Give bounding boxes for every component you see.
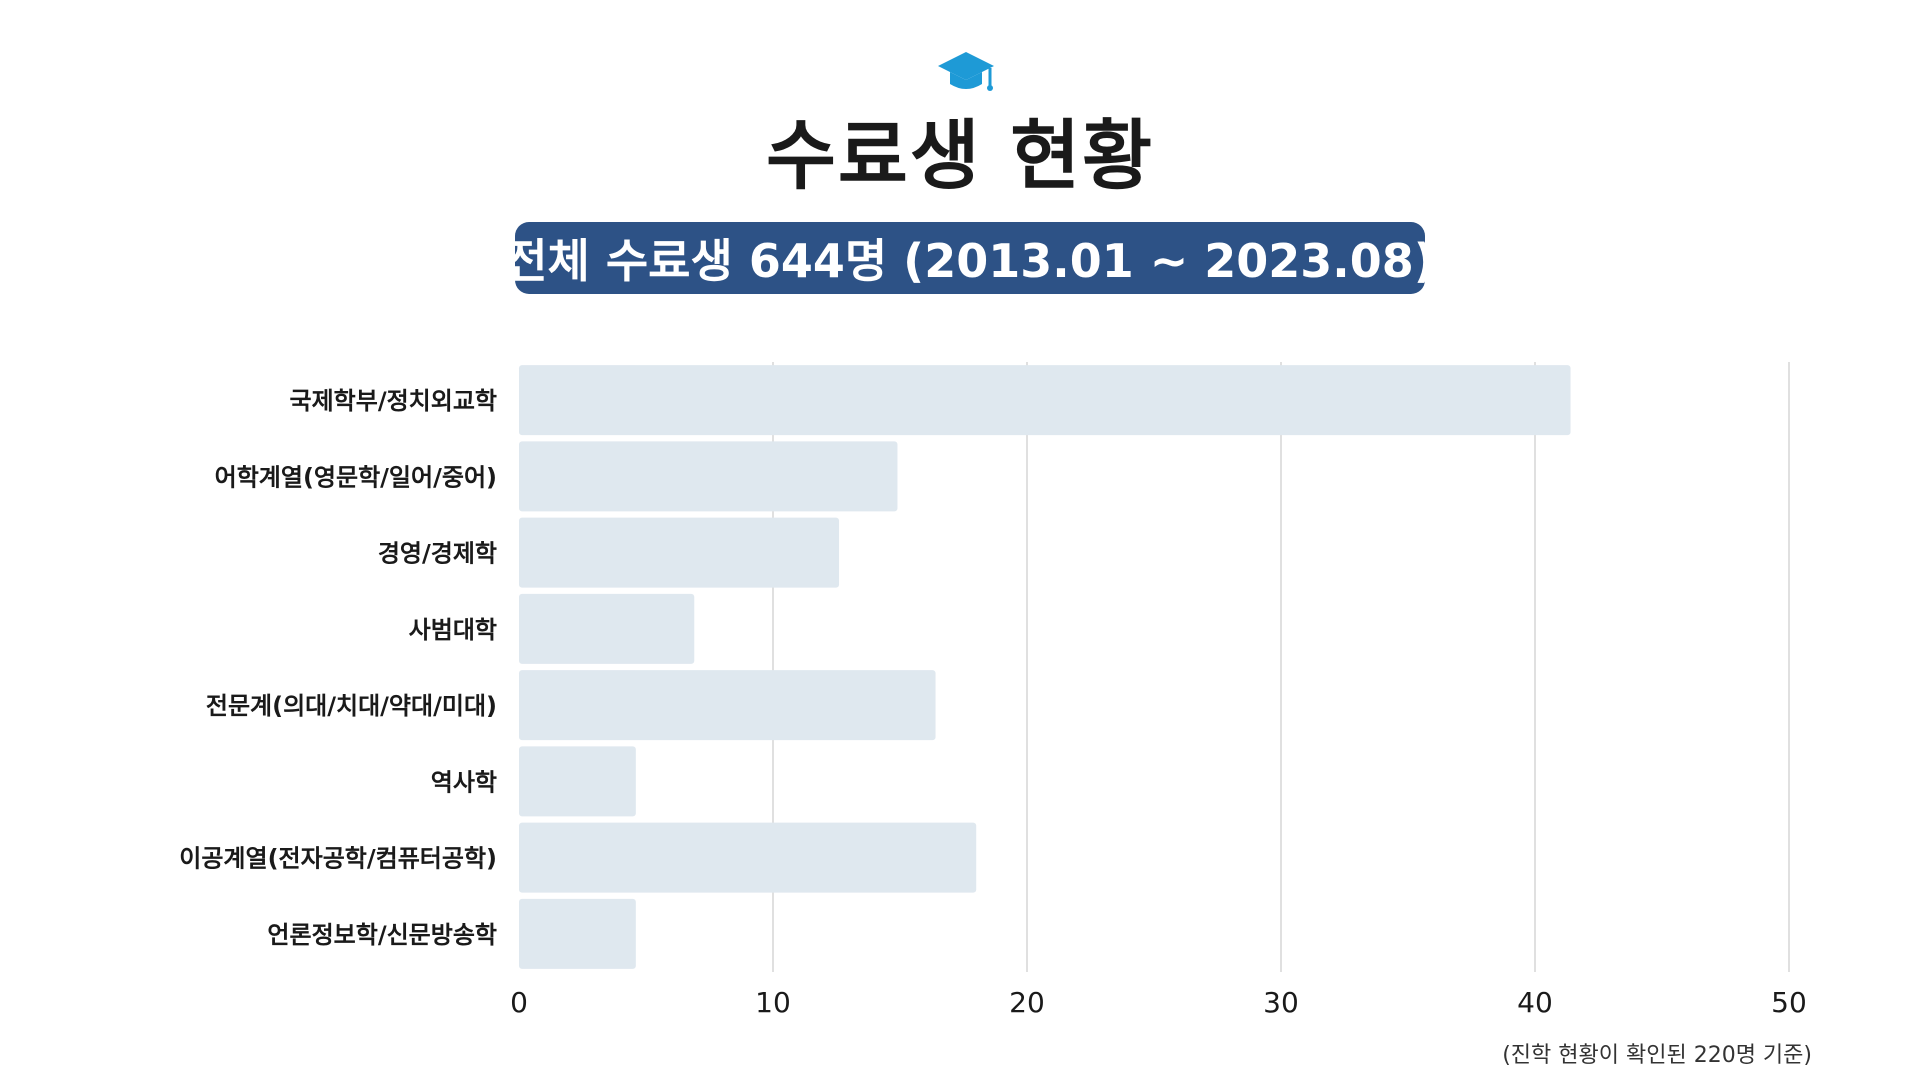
bar: [519, 746, 636, 817]
bar: [519, 822, 977, 893]
x-tick-label: 40: [1517, 986, 1553, 1019]
x-tick-label: 10: [755, 986, 791, 1019]
bar: [519, 441, 898, 512]
bar: [519, 365, 1571, 436]
summary-text: 전체 수료생 644명 (2013.01 ~ 2023.08): [505, 234, 1435, 288]
x-tick-label: 30: [1263, 986, 1299, 1019]
bar: [519, 670, 936, 741]
graduation-cap-icon: [938, 52, 994, 91]
category-label: 언론정보학/신문방송학: [267, 921, 497, 949]
category-label: 어학계열(영문학/일어/중어): [215, 463, 497, 491]
x-tick-label: 20: [1009, 986, 1045, 1019]
bar: [519, 517, 840, 588]
summary-banner: 전체 수료생 644명 (2013.01 ~ 2023.08): [505, 222, 1435, 294]
bar: [519, 898, 636, 969]
page-title: 수료생 현황: [765, 111, 1155, 200]
category-label: 경영/경제학: [378, 540, 497, 568]
bar: [519, 593, 695, 664]
category-label: 전문계(의대/치대/약대/미대): [206, 692, 497, 720]
category-label: 국제학부/정치외교학: [290, 387, 498, 415]
footnote: (진학 현황이 확인된 220명 기준): [1502, 1043, 1812, 1068]
category-label: 이공계열(전자공학/컴퓨터공학): [179, 845, 497, 873]
x-tick-label: 0: [510, 986, 528, 1019]
category-label: 사범대학: [409, 616, 497, 644]
category-label: 역사학: [431, 768, 497, 796]
x-tick-label: 50: [1771, 986, 1807, 1019]
